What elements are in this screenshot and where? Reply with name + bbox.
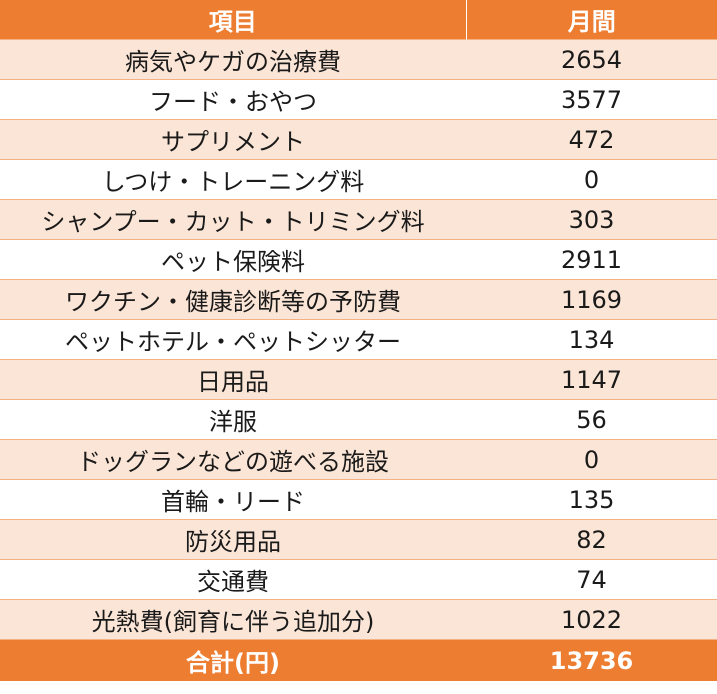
row-monthly: 2654 xyxy=(466,39,717,80)
table-row: ペットホテル・ペットシッター 134 xyxy=(0,319,717,360)
row-item: サプリメント xyxy=(0,119,466,160)
table-row: フード・おやつ 3577 xyxy=(0,79,717,120)
table-footer: 合計(円) 13736 xyxy=(0,639,717,681)
row-item: シャンプー・カット・トリミング料 xyxy=(0,199,466,240)
row-item: フード・おやつ xyxy=(0,79,466,120)
table-row: しつけ・トレーニング料 0 xyxy=(0,159,717,200)
table-row: ペット保険料 2911 xyxy=(0,239,717,280)
header-item: 項目 xyxy=(0,0,466,40)
row-monthly: 135 xyxy=(466,479,717,520)
row-monthly: 2911 xyxy=(466,239,717,280)
table-header: 項目 月間 xyxy=(0,0,717,40)
row-monthly: 3577 xyxy=(466,79,717,120)
row-item: 交通費 xyxy=(0,559,466,600)
row-monthly: 56 xyxy=(466,399,717,440)
row-monthly: 134 xyxy=(466,319,717,360)
table-row: 病気やケガの治療費 2654 xyxy=(0,39,717,80)
row-item: 洋服 xyxy=(0,399,466,440)
row-item: 病気やケガの治療費 xyxy=(0,39,466,80)
row-monthly: 1147 xyxy=(466,359,717,400)
table-row: ドッグランなどの遊べる施設 0 xyxy=(0,439,717,480)
row-monthly: 303 xyxy=(466,199,717,240)
header-row: 項目 月間 xyxy=(0,0,717,40)
row-item: しつけ・トレーニング料 xyxy=(0,159,466,200)
table-row: 光熱費(飼育に伴う追加分) 1022 xyxy=(0,599,717,640)
row-monthly: 1169 xyxy=(466,279,717,320)
table-row: 首輪・リード 135 xyxy=(0,479,717,520)
total-value: 13736 xyxy=(466,639,717,681)
row-monthly: 0 xyxy=(466,159,717,200)
row-monthly: 1022 xyxy=(466,599,717,640)
table-row: 日用品 1147 xyxy=(0,359,717,400)
row-item: ペット保険料 xyxy=(0,239,466,280)
row-monthly: 74 xyxy=(466,559,717,600)
table-row: 防災用品 82 xyxy=(0,519,717,560)
row-item: 日用品 xyxy=(0,359,466,400)
table-row: 洋服 56 xyxy=(0,399,717,440)
table-row: サプリメント 472 xyxy=(0,119,717,160)
row-item: 首輪・リード xyxy=(0,479,466,520)
row-item: ペットホテル・ペットシッター xyxy=(0,319,466,360)
row-item: 光熱費(飼育に伴う追加分) xyxy=(0,599,466,640)
table-row: 交通費 74 xyxy=(0,559,717,600)
header-monthly: 月間 xyxy=(465,0,717,40)
row-item: ドッグランなどの遊べる施設 xyxy=(0,439,466,480)
row-item: 防災用品 xyxy=(0,519,466,560)
table-row: ワクチン・健康診断等の予防費 1169 xyxy=(0,279,717,320)
row-item: ワクチン・健康診断等の予防費 xyxy=(0,279,466,320)
row-monthly: 0 xyxy=(466,439,717,480)
table-row: シャンプー・カット・トリミング料 303 xyxy=(0,199,717,240)
table-body: 病気やケガの治療費 2654 フード・おやつ 3577 サプリメント 472 し… xyxy=(0,39,717,640)
row-monthly: 82 xyxy=(466,519,717,560)
total-row: 合計(円) 13736 xyxy=(0,639,717,681)
row-monthly: 472 xyxy=(466,119,717,160)
total-label: 合計(円) xyxy=(0,639,466,681)
